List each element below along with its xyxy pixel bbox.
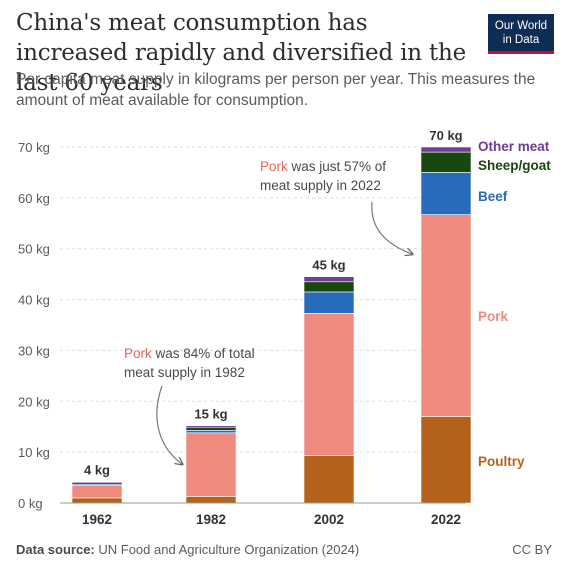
y-axis-ticks: 0 kg 10 kg 20 kg 30 kg 40 kg 50 kg 60 kg 70 kg: [18, 140, 50, 511]
y-tick-label: 20 kg: [18, 394, 50, 409]
bar-segment-poultry-2002[interactable]: [303, 455, 355, 504]
grid-lines: [60, 146, 466, 453]
data-source-label: Data source:: [16, 542, 95, 557]
y-tick-label: 70 kg: [18, 140, 50, 155]
total-label-2002: 45 kg: [312, 258, 345, 273]
legend-pork[interactable]: Pork: [478, 309, 509, 324]
y-tick-label: 0 kg: [18, 496, 43, 511]
bar-segment-other-meat-1962[interactable]: [71, 481, 123, 483]
total-label-2022: 70 kg: [429, 128, 462, 143]
annotation-arrow-2022: [371, 201, 412, 254]
x-tick-label: 1982: [196, 512, 226, 527]
x-tick-label: 2022: [431, 512, 461, 527]
bar-segment-other-meat-2002[interactable]: [303, 276, 355, 283]
legend-poultry[interactable]: Poultry: [478, 454, 525, 469]
bar-segment-beef-2002[interactable]: [303, 291, 355, 314]
data-source-text[interactable]: UN Food and Agriculture Organization (20…: [98, 542, 360, 557]
bar-segment-other-meat-2022[interactable]: [420, 146, 472, 153]
legend-sheep-goat[interactable]: Sheep/goat: [478, 158, 551, 173]
bar-segment-beef-2022[interactable]: [420, 172, 472, 215]
chart-title: China's meat consumption has increased r…: [16, 10, 467, 96]
bar-segment-poultry-1982[interactable]: [185, 496, 237, 504]
bar-segment-poultry-2022[interactable]: [420, 416, 472, 504]
total-labels: 4 kg 15 kg 45 kg 70 kg: [84, 128, 463, 478]
bar-segment-beef-1982[interactable]: [185, 429, 237, 434]
y-tick-label: 50 kg: [18, 242, 50, 257]
annotations: Pork was 84% of total meat supply in 1982…: [124, 159, 412, 464]
y-tick-label: 60 kg: [18, 191, 50, 206]
y-tick-label: 30 kg: [18, 343, 50, 358]
owid-logo[interactable]: Our World in Data: [488, 14, 554, 54]
bar-segment-sheep-goat-1982[interactable]: [185, 426, 237, 431]
data-source: Data source: UN Food and Agriculture Org…: [16, 542, 359, 557]
legend-other-meat[interactable]: Other meat: [478, 139, 550, 154]
total-label-1982: 15 kg: [194, 407, 227, 422]
bar-segment-sheep-goat-2022[interactable]: [420, 151, 472, 173]
x-axis-ticks: 1962 1982 2002 2022: [82, 512, 461, 527]
logo-line-1: Our World: [494, 19, 548, 32]
legend: Poultry Pork Beef Sheep/goat Other meat: [478, 139, 551, 469]
logo-line-2: in Data: [502, 33, 540, 46]
annotation-line-2: meat supply in 1982: [124, 365, 245, 380]
bar-segment-sheep-goat-2002[interactable]: [303, 281, 355, 293]
x-tick-label: 1962: [82, 512, 112, 527]
annotation-line-1: Pork was just 57% of: [260, 159, 386, 174]
annotation-line-2: meat supply in 2022: [260, 178, 381, 193]
bar-segment-pork-1982[interactable]: [185, 432, 237, 497]
y-tick-label: 40 kg: [18, 293, 50, 308]
x-tick-label: 2002: [314, 512, 344, 527]
bars: [71, 146, 472, 504]
legend-beef[interactable]: Beef: [478, 189, 508, 204]
annotation-line-1: Pork was 84% of total: [124, 346, 255, 361]
bar-segment-poultry-1962[interactable]: [71, 497, 123, 504]
bar-segment-pork-2002[interactable]: [303, 313, 355, 457]
bar-segment-other-meat-1982[interactable]: [185, 425, 237, 428]
chart-subtitle: Per capita meat supply in kilograms per …: [16, 71, 536, 109]
bar-segment-pork-1962[interactable]: [71, 484, 123, 499]
annotation-arrow-1982: [156, 385, 182, 464]
total-label-1962: 4 kg: [84, 463, 110, 478]
bar-segment-pork-2022[interactable]: [420, 214, 472, 417]
license-label[interactable]: CC BY: [512, 542, 552, 557]
y-tick-label: 10 kg: [18, 445, 50, 460]
